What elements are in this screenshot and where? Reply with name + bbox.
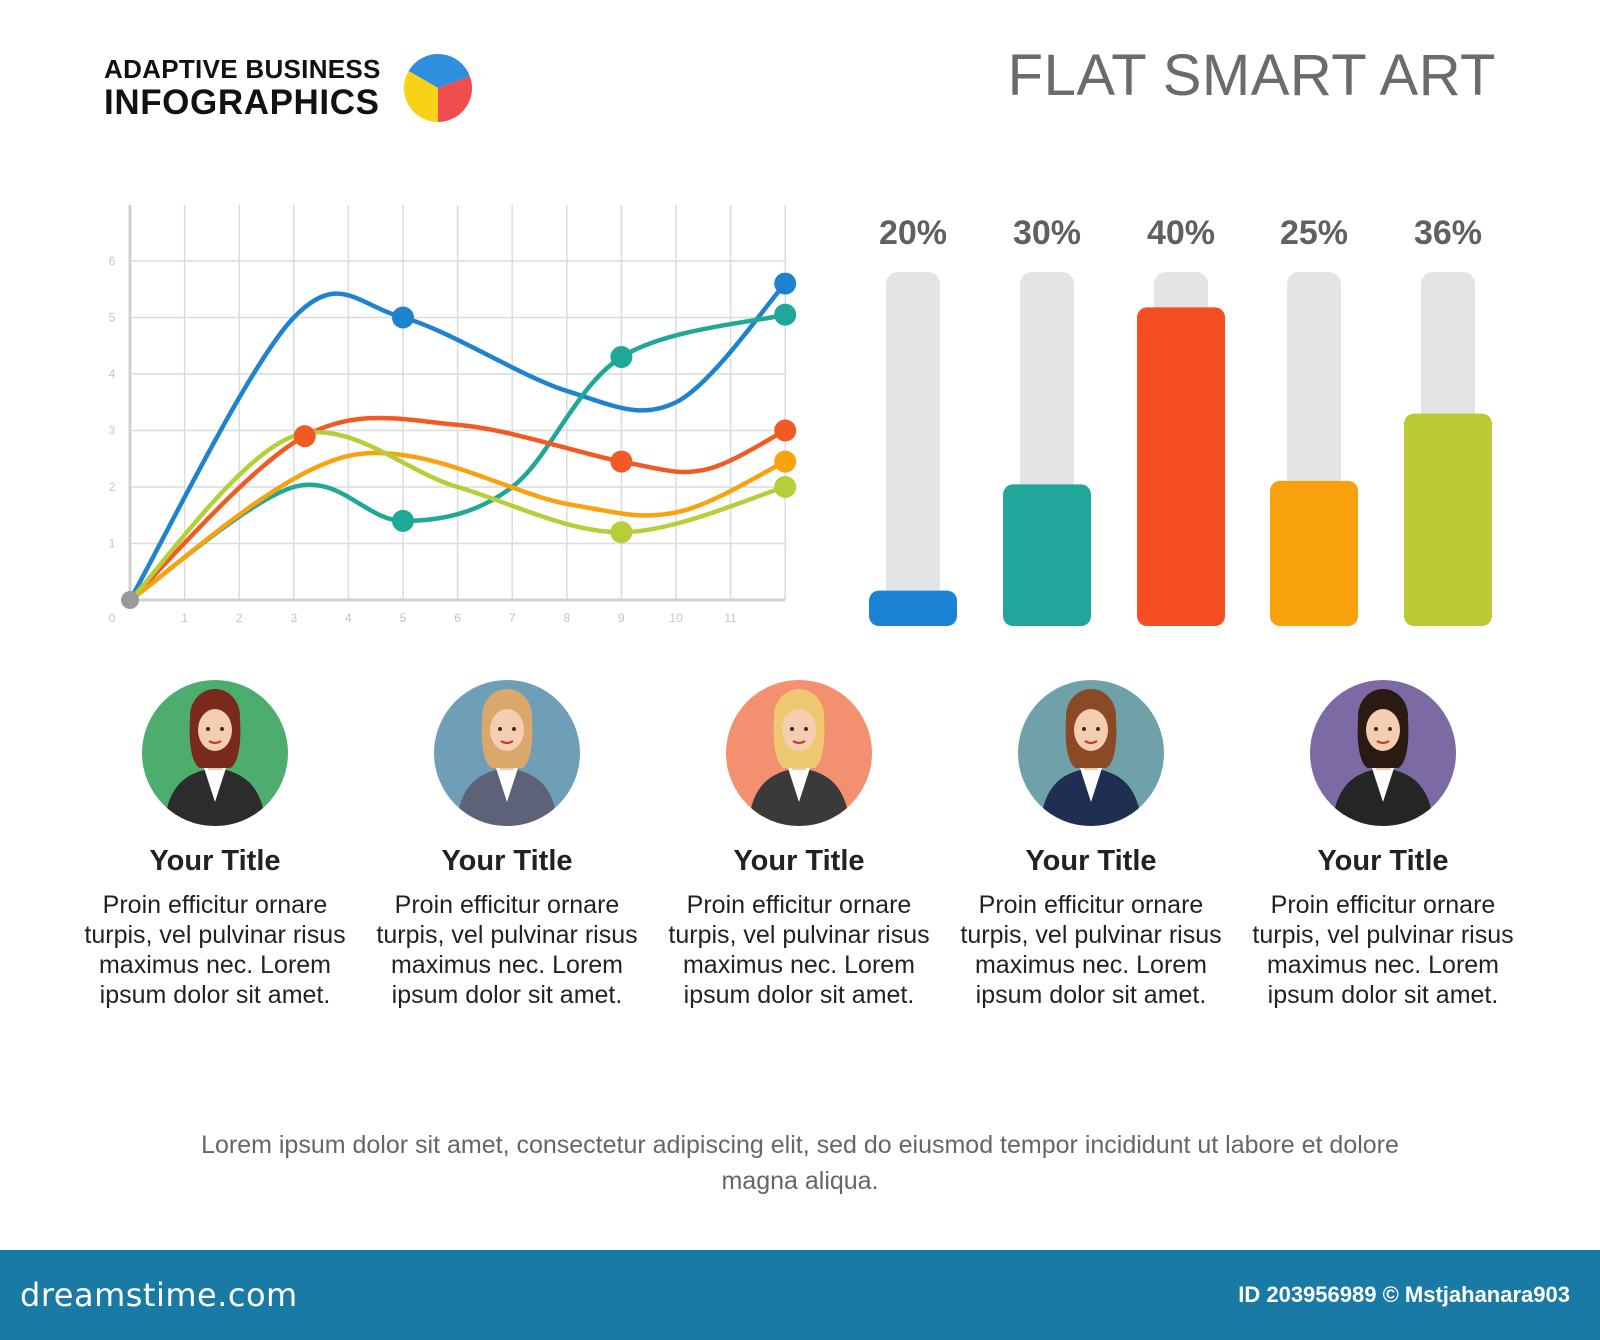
x-tick-label: 10 bbox=[669, 611, 683, 625]
bar-4 bbox=[1270, 480, 1358, 626]
series-line-3 bbox=[127, 415, 788, 603]
person-description: Proin efficitur ornare turpis, vel pulvi… bbox=[84, 891, 346, 1009]
bar-value-label: 40% bbox=[1147, 214, 1215, 252]
bar-3 bbox=[1137, 307, 1225, 626]
x-tick-label: 6 bbox=[454, 611, 461, 625]
logo-line1: ADAPTIVE BUSINESS bbox=[104, 54, 381, 84]
footer-text: Lorem ipsum dolor sit amet, consectetur … bbox=[201, 1131, 1399, 1195]
bar-track bbox=[886, 272, 940, 626]
person-avatar-icon bbox=[434, 680, 580, 826]
y-tick-label: 2 bbox=[109, 480, 116, 494]
brand-label[interactable]: dreamstime.com bbox=[20, 1276, 298, 1314]
series-line-2 bbox=[127, 312, 788, 603]
y-tick-label: 1 bbox=[109, 537, 116, 551]
series-point-3 bbox=[610, 450, 633, 473]
series-point-3 bbox=[774, 419, 797, 442]
logo-pie-slice bbox=[408, 54, 470, 88]
person-description: Proin efficitur ornare turpis, vel pulvi… bbox=[376, 891, 638, 1009]
x-tick-label: 0 bbox=[109, 611, 116, 625]
person-avatar-icon bbox=[142, 680, 288, 826]
series-point-2 bbox=[774, 303, 797, 326]
logo-pie-icon bbox=[404, 54, 472, 122]
series-point-4 bbox=[774, 450, 797, 473]
series-point-2 bbox=[392, 509, 414, 532]
person-title: Your Title bbox=[1317, 845, 1449, 877]
person-avatar-icon bbox=[1310, 680, 1456, 826]
logo-pie-slice bbox=[438, 76, 472, 122]
bar-2 bbox=[1003, 484, 1091, 626]
bar-value-label: 30% bbox=[1013, 214, 1081, 252]
stock-id: ID 203956989 © Mstjahanara903 bbox=[1238, 1282, 1570, 1307]
series-point-1 bbox=[774, 272, 797, 295]
logo-line2: INFOGRAPHICS bbox=[104, 83, 380, 122]
bar-5 bbox=[1404, 413, 1492, 626]
series-point-3 bbox=[293, 425, 316, 448]
persons-row: Your Title Proin efficitur ornare turpis,… bbox=[0, 660, 1600, 1060]
logo: ADAPTIVE BUSINESS INFOGRAPHICS bbox=[104, 54, 381, 122]
person-description: Proin efficitur ornare turpis, vel pulvi… bbox=[960, 891, 1222, 1009]
x-tick-label: 9 bbox=[618, 611, 625, 625]
bar-chart: 20% 30% 40% 25% 36% bbox=[869, 214, 1492, 626]
person-title: Your Title bbox=[441, 845, 573, 877]
x-tick-label: 5 bbox=[400, 611, 407, 625]
series-point-2 bbox=[610, 346, 633, 369]
person-description: Proin efficitur ornare turpis, vel pulvi… bbox=[1252, 891, 1514, 1009]
x-tick-label: 7 bbox=[509, 611, 516, 625]
y-tick-label: 3 bbox=[109, 424, 116, 438]
bottom-bar: dreamstime.com ID 203956989 © Mstjahanar… bbox=[0, 1250, 1600, 1340]
person-avatar-icon bbox=[726, 680, 872, 826]
x-tick-label: 2 bbox=[236, 611, 243, 625]
x-tick-label: 8 bbox=[563, 611, 570, 625]
person-title: Your Title bbox=[1025, 845, 1157, 877]
bar-value-label: 36% bbox=[1414, 214, 1482, 252]
series-point-5 bbox=[610, 521, 633, 544]
series-line-4 bbox=[127, 450, 788, 603]
x-tick-label: 11 bbox=[724, 611, 737, 625]
bar-value-label: 25% bbox=[1280, 214, 1348, 252]
bar-value-label: 20% bbox=[879, 214, 947, 252]
y-tick-label: 5 bbox=[109, 311, 116, 325]
x-tick-label: 3 bbox=[290, 611, 297, 625]
person-title: Your Title bbox=[149, 845, 281, 877]
person-description: Proin efficitur ornare turpis, vel pulvi… bbox=[668, 891, 930, 1009]
person-title: Your Title bbox=[733, 845, 865, 877]
series-point-5 bbox=[774, 476, 797, 498]
logo-pie-slice bbox=[404, 71, 438, 122]
page-title: FLAT SMART ART bbox=[1007, 43, 1496, 108]
origin-point bbox=[121, 591, 139, 609]
x-tick-label: 4 bbox=[345, 611, 352, 625]
series-point-1 bbox=[392, 306, 414, 329]
bar-1 bbox=[869, 590, 957, 626]
person-avatar-icon bbox=[1018, 680, 1164, 826]
series-line-1 bbox=[127, 281, 788, 603]
series-line-5 bbox=[127, 429, 788, 603]
x-tick-label: 1 bbox=[181, 611, 188, 625]
y-tick-label: 4 bbox=[109, 367, 116, 381]
y-tick-label: 6 bbox=[109, 254, 116, 268]
